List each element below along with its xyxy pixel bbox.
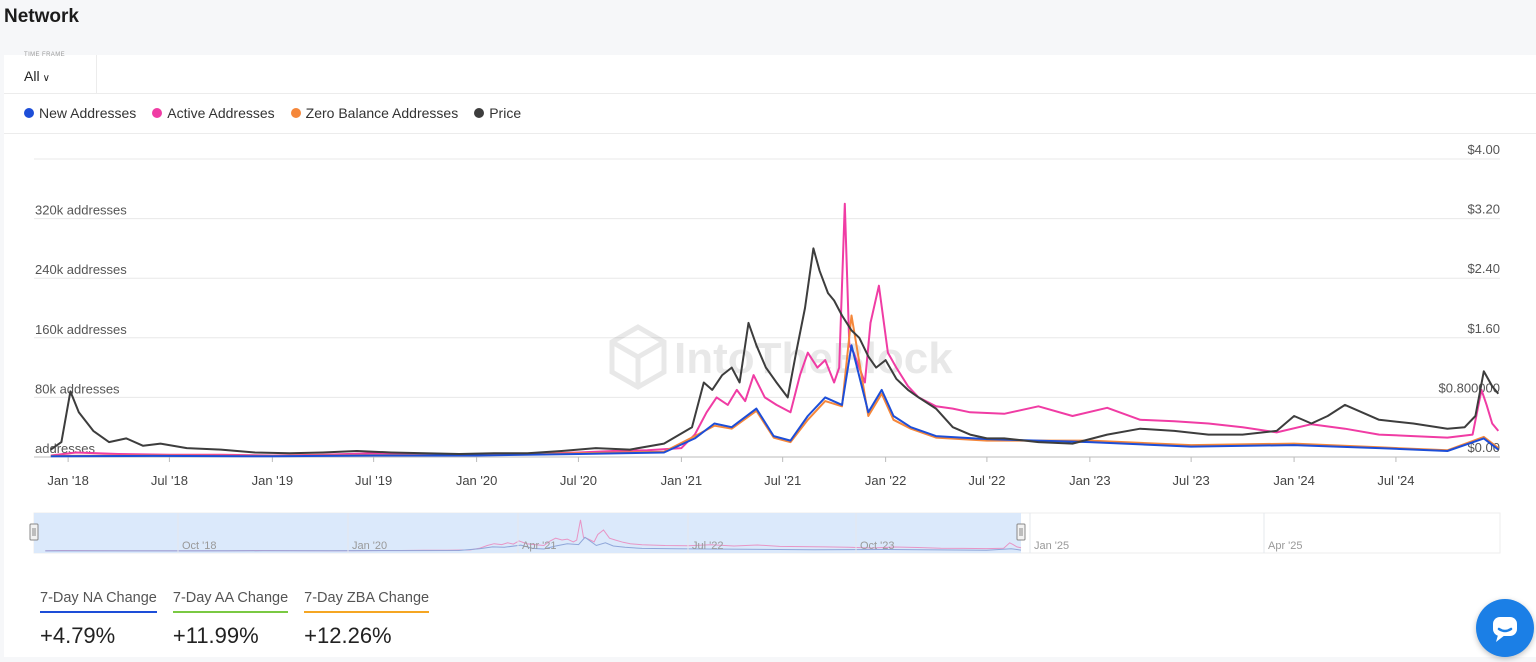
stat-aa-change[interactable]: 7-Day AA Change +11.99% (172, 590, 289, 649)
legend-dot-icon (474, 108, 485, 118)
stat-na-change[interactable]: 7-Day NA Change +4.79% (40, 590, 157, 649)
legend-dot-icon (152, 108, 163, 118)
cube-logo-icon (610, 339, 666, 387)
chat-button[interactable] (1476, 599, 1534, 657)
stat-value: +4.79% (40, 623, 116, 648)
series-line-new-addresses (50, 344, 1499, 458)
chat-bubble-icon (1493, 617, 1517, 642)
y-right-tick-label: $1.60 (1467, 321, 1500, 336)
stat-label: 7-Day ZBA Change (304, 590, 430, 613)
stat-value: +12.26% (304, 623, 392, 648)
legend-dot-icon (24, 108, 34, 118)
navigator-tick-label: Apr '25 (1268, 540, 1303, 552)
legend-dot-icon (290, 108, 301, 118)
x-tick-label: Jul '23 (1173, 473, 1210, 488)
watermark-logo: IntoTheBlock (609, 324, 953, 390)
legend-item-active-addresses[interactable]: Active Addresses (152, 105, 275, 121)
series-line-active-addresses (50, 202, 1500, 457)
time-frame-value: All (24, 68, 40, 84)
watermark-text: IntoTheBlock (674, 334, 953, 383)
legend-label: Zero Balance Addresses (305, 105, 459, 121)
drag-handle-icon (1016, 523, 1026, 541)
x-tick-label: Jan '19 (252, 473, 294, 488)
x-tick-label: Jul '21 (764, 473, 801, 488)
drag-handle-icon (29, 523, 39, 541)
legend-item-price[interactable]: Price (474, 105, 521, 121)
navigator-series-line (45, 536, 1022, 552)
time-frame-selector[interactable]: TIME FRAME All ∨ (4, 52, 97, 93)
x-tick-label: Jul '24 (1377, 473, 1414, 488)
divider (4, 93, 1536, 94)
network-chart-panel: TIME FRAME All ∨ New Addresses Active Add… (4, 52, 1536, 657)
navigator-tick-label: Jan '25 (1034, 540, 1069, 552)
x-tick-label: Jul '19 (355, 473, 392, 488)
legend-item-new-addresses[interactable]: New Addresses (24, 105, 136, 121)
x-tick-label: Jul '20 (560, 473, 597, 488)
navigator-handle[interactable] (1016, 523, 1026, 541)
y-left-tick-label: 160k addresses (35, 322, 127, 337)
navigator-handle[interactable] (29, 523, 39, 541)
x-tick-label: Jul '22 (968, 473, 1005, 488)
series-line-price (50, 247, 1500, 455)
page-title: Network (4, 6, 79, 27)
y-right-tick-label: $4.00 (1467, 142, 1500, 157)
chart-legend: New Addresses Active Addresses Zero Bala… (24, 105, 521, 121)
legend-label: New Addresses (39, 105, 137, 121)
x-tick-label: Jan '24 (1273, 473, 1315, 488)
x-tick-label: Jan '20 (456, 473, 498, 488)
navigator-tick-label: Jul '22 (692, 540, 723, 552)
chevron-down-icon: ∨ (42, 73, 50, 84)
navigator-tick-label: Jan '20 (352, 540, 387, 552)
y-left-tick-label: 80k addresses (35, 381, 120, 396)
stat-zba-change[interactable]: 7-Day ZBA Change +12.26% (304, 590, 430, 649)
cube-logo-icon (609, 324, 667, 390)
navigator-tick-label: Apr '21 (522, 540, 557, 552)
y-right-tick-label: $3.20 (1467, 202, 1500, 217)
seven-day-change-tabs: 7-Day NA Change +4.79% 7-Day AA Change +… (40, 590, 430, 649)
x-tick-label: Jan '21 (661, 473, 703, 488)
stat-label: 7-Day AA Change (172, 590, 289, 613)
legend-item-zero-balance-addresses[interactable]: Zero Balance Addresses (290, 105, 459, 121)
legend-label: Active Addresses (167, 105, 275, 121)
legend-label: Price (489, 105, 522, 121)
x-tick-label: Jan '22 (865, 473, 907, 488)
x-tick-label: Jan '18 (47, 473, 89, 488)
time-frame-dropdown[interactable]: All ∨ (24, 68, 50, 84)
x-tick-label: Jul '18 (151, 473, 188, 488)
divider (4, 133, 1536, 134)
x-tick-label: Jan '23 (1069, 473, 1111, 488)
stat-value: +11.99% (172, 623, 259, 648)
y-left-tick-label: 240k addresses (35, 262, 127, 277)
navigator-tick-label: Oct '18 (182, 540, 217, 552)
y-right-tick-label: $2.40 (1467, 261, 1500, 276)
y-right-tick-label: $0.800000 (1439, 380, 1500, 395)
stat-label: 7-Day NA Change (40, 590, 157, 613)
navigator-tick-label: Oct '23 (860, 540, 895, 552)
line-chart[interactable]: $0.00$0.800000$1.60$2.40$3.20$4.00addres… (4, 55, 1536, 585)
time-frame-label: TIME FRAME (24, 52, 65, 58)
y-left-tick-label: 320k addresses (35, 203, 127, 218)
